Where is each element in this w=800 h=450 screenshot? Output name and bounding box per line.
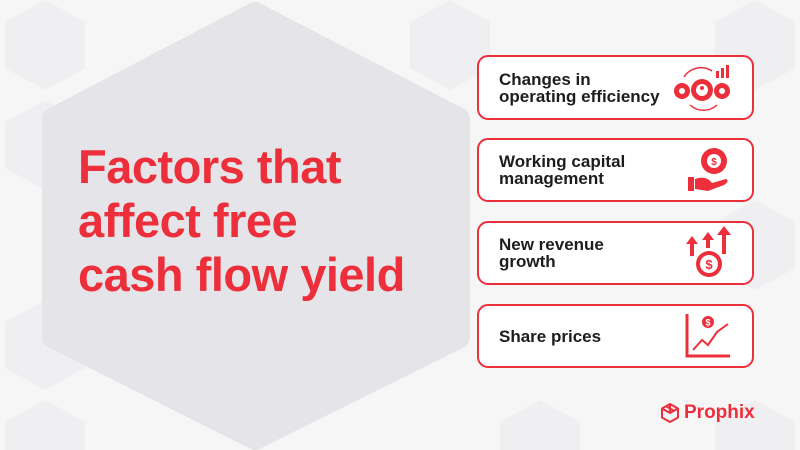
factor-card-operating-efficiency: Changes in operating efficiency	[477, 55, 754, 120]
factor-card-working-capital: Working capital management $	[477, 138, 754, 202]
svg-text:$: $	[705, 257, 713, 272]
factor-card-revenue-growth: New revenue growth $	[477, 221, 754, 285]
large-hexagon	[42, 2, 470, 450]
prophix-cube-icon	[661, 403, 679, 423]
title-line: affect free	[78, 194, 298, 247]
gears-person-growth-icon	[674, 64, 730, 111]
factor-label: Working capital management	[499, 152, 626, 188]
factor-label: Changes in operating efficiency	[499, 69, 660, 106]
title-line: cash flow yield	[78, 248, 405, 301]
brand-name: Prophix	[684, 402, 755, 423]
page-title: Factors that affect free cash flow yield	[78, 140, 405, 302]
dollar-arrows-up-icon: $	[686, 226, 731, 277]
prophix-logo: Prophix	[660, 402, 755, 424]
stock-chart-icon: $	[685, 314, 730, 358]
factor-label: Share prices	[499, 326, 602, 346]
svg-text:$: $	[705, 318, 710, 328]
hand-dollar-gear-icon: $	[688, 148, 728, 191]
factor-card-share-prices: Share prices $	[477, 304, 754, 368]
title-line: Factors that	[78, 140, 341, 193]
factor-label: New revenue growth	[499, 235, 604, 271]
svg-text:$: $	[711, 157, 717, 168]
